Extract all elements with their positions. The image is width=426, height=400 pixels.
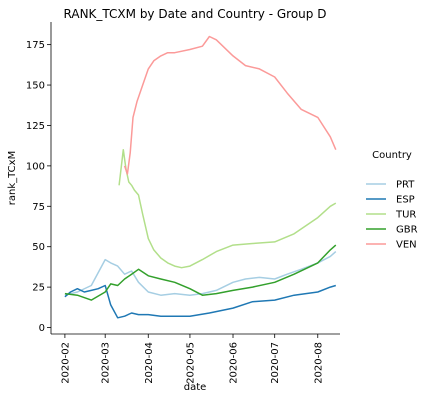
x-tick-label: 2020-02 — [60, 342, 71, 384]
x-tick-label: 2020-06 — [229, 342, 240, 384]
x-tick-label: 2020-04 — [144, 342, 155, 384]
y-tick-label: 150 — [26, 81, 45, 92]
series-line-ven — [123, 35, 337, 175]
y-ticks: 0 25 50 75 100 125 150 175 — [26, 40, 51, 334]
y-tick-label: 175 — [26, 40, 45, 51]
legend-label-prt: PRT — [396, 180, 415, 191]
y-tick-label: 100 — [26, 161, 45, 172]
y-tick-label: 0 — [39, 323, 45, 334]
legend-label-gbr: GBR — [396, 225, 418, 236]
series-line-gbr — [64, 244, 337, 301]
x-tick-label: 2020-07 — [270, 342, 281, 384]
y-tick-label: 75 — [32, 202, 45, 213]
chart-title: RANK_TCXM by Date and Country - Group D — [64, 7, 327, 21]
legend-entries: PRT ESP TUR GBR VEN — [366, 180, 418, 251]
y-axis-label: rank_TCxM — [7, 151, 18, 205]
legend-label-esp: ESP — [396, 195, 415, 206]
x-tick-label: 2020-08 — [313, 342, 324, 384]
x-tick-label: 2020-03 — [101, 342, 112, 384]
legend-label-tur: TUR — [395, 210, 416, 221]
y-tick-label: 50 — [32, 242, 45, 253]
legend-label-ven: VEN — [396, 240, 417, 251]
y-tick-label: 25 — [32, 283, 45, 294]
series-line-esp — [64, 284, 337, 319]
x-ticks: 2020-02 2020-03 2020-04 2020-05 2020-06 2020-… — [60, 334, 324, 384]
y-tick-label: 125 — [26, 121, 45, 132]
series-layer — [64, 35, 337, 319]
series-line-tur — [118, 148, 337, 269]
series-line-prt — [64, 251, 337, 296]
x-tick-label: 2020-05 — [185, 342, 196, 384]
legend-title: Country — [372, 150, 412, 161]
x-axis-label: date — [184, 382, 207, 393]
legend: Country PRT ESP TUR GBR VEN — [366, 150, 418, 251]
